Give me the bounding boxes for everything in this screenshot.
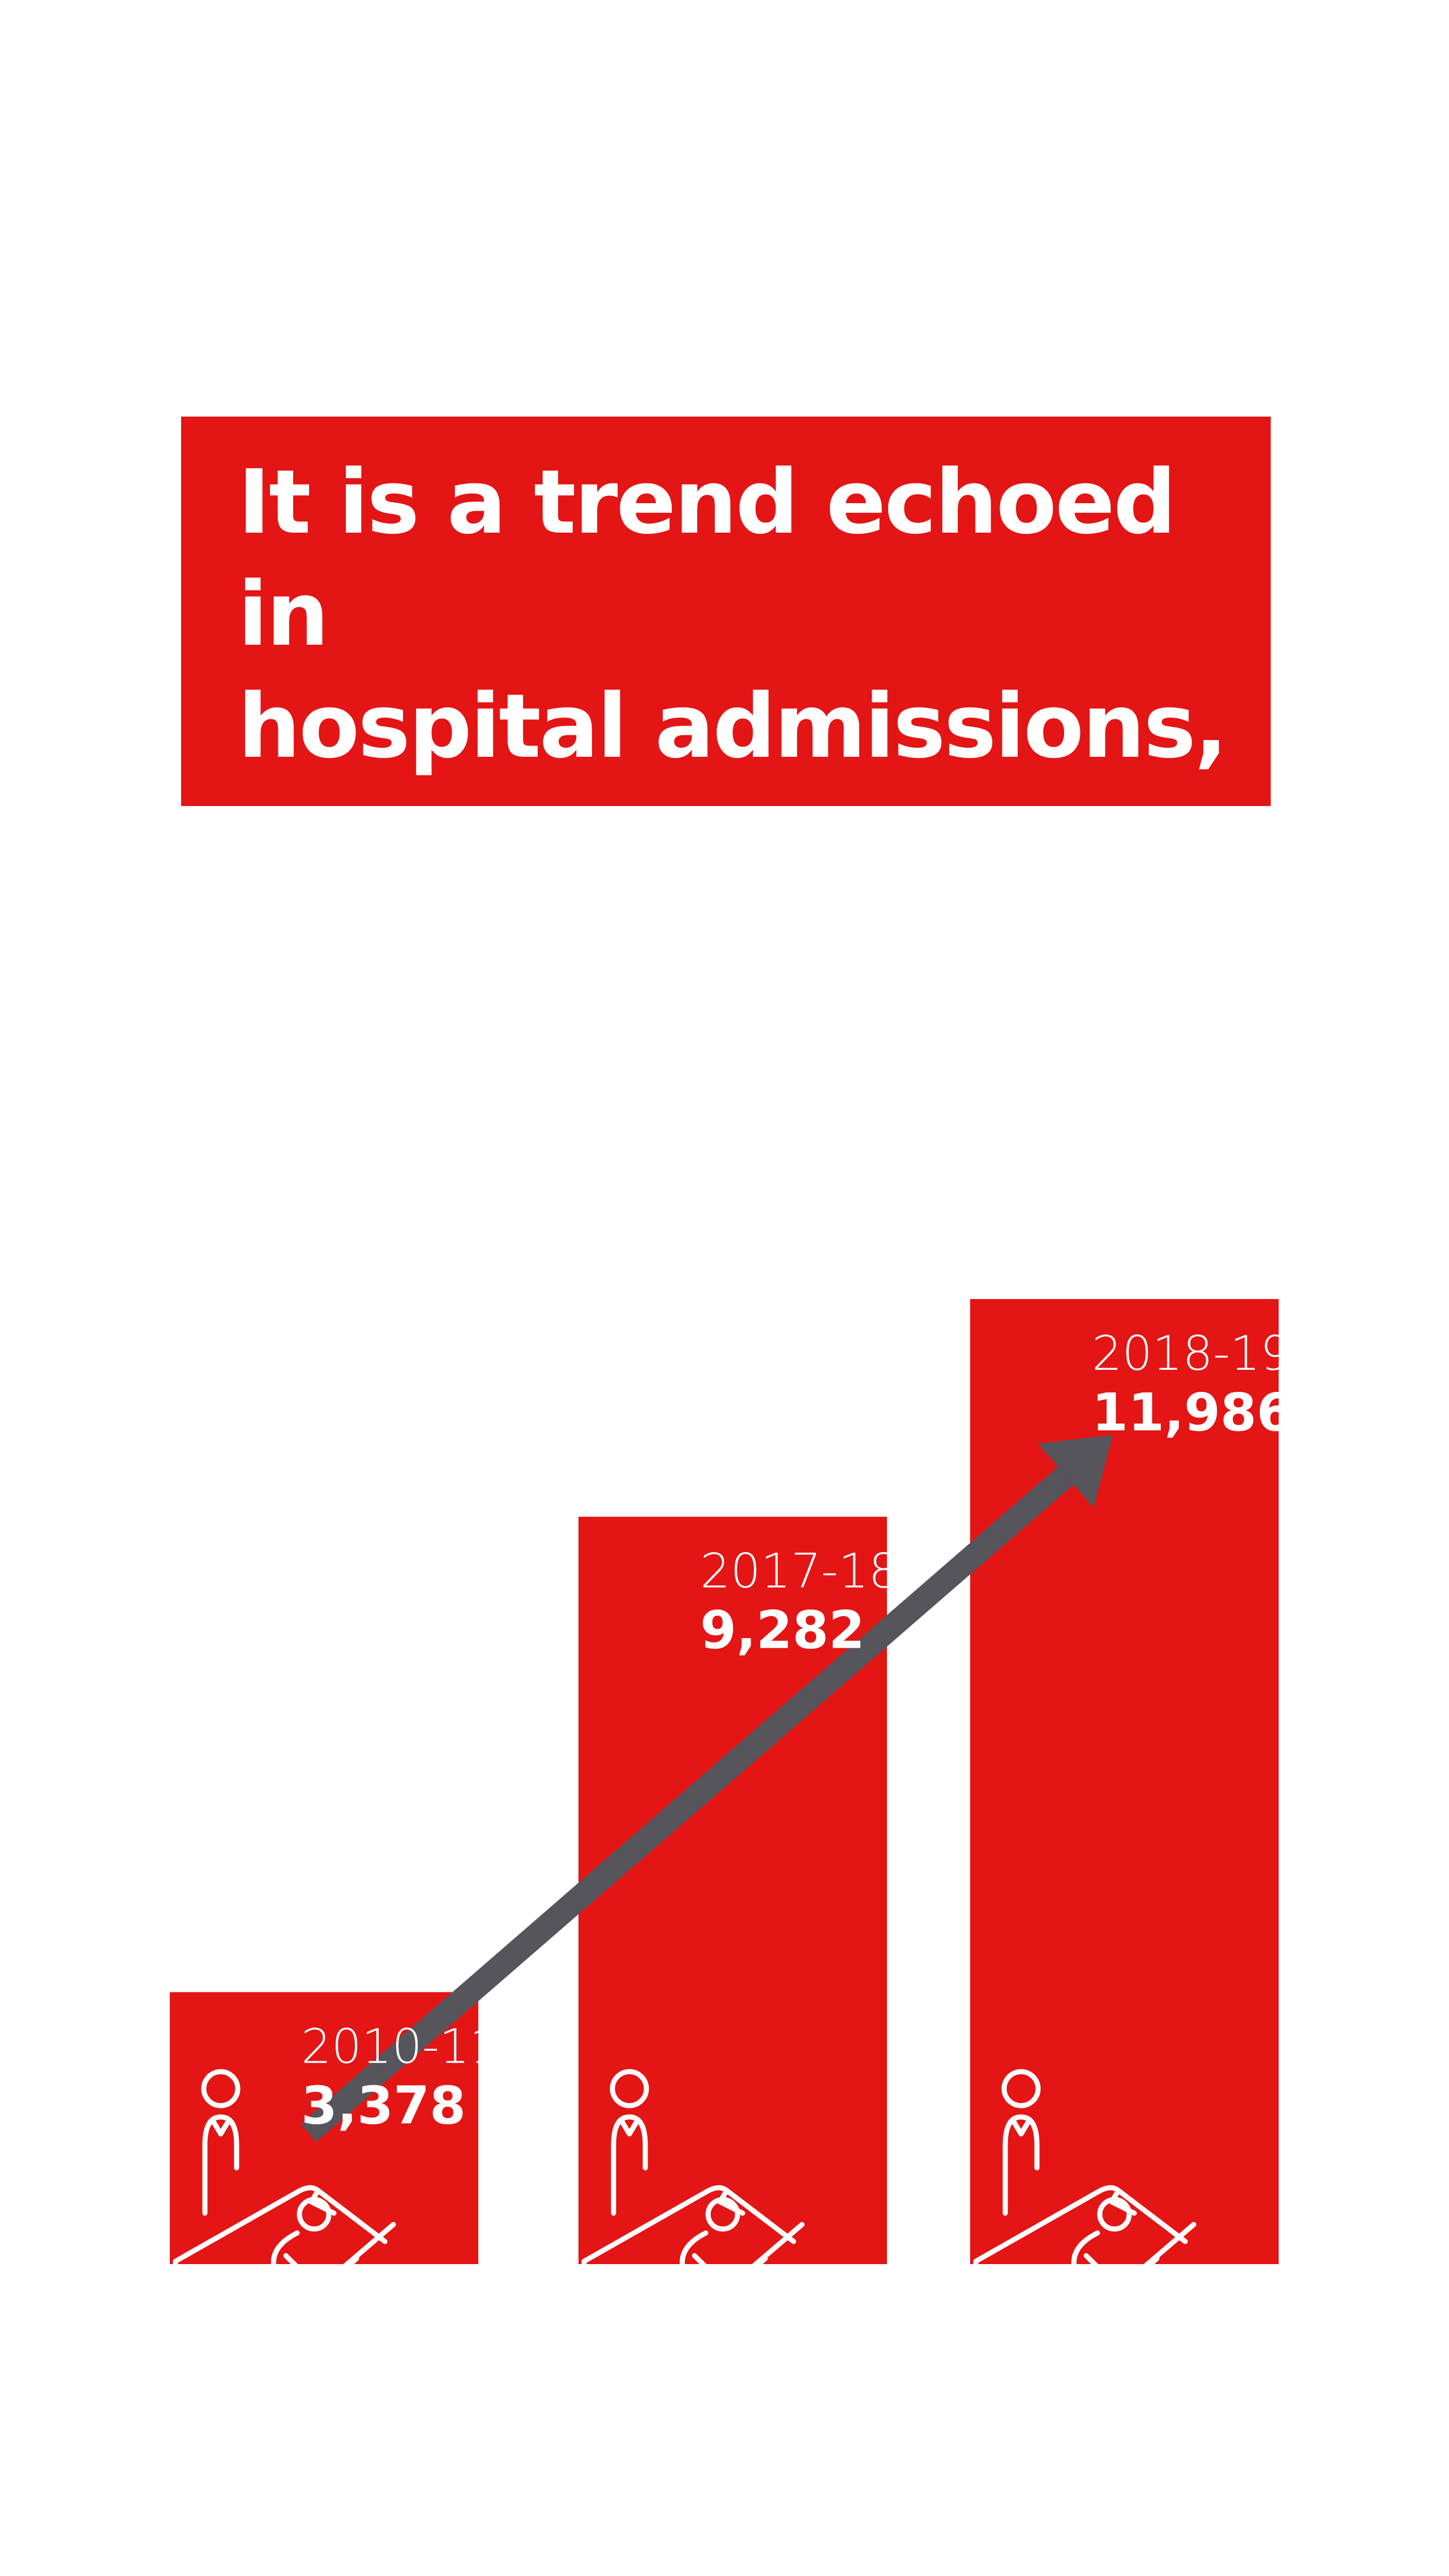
headline-box: It is a trend echoed in hospital admissi… [181,417,1271,890]
trend-arrow-head [1038,1435,1113,1508]
headline-text: It is a trend echoed in hospital admissi… [238,451,1228,890]
value-label: 9,282 [700,1600,865,1661]
category-label: 2018-19 [1092,1326,1291,1381]
trend-arrow-shaft [301,1467,1074,2142]
category-label: 2010-11 [301,2018,500,2074]
value-label: 3,378 [301,2075,466,2136]
bar-2017-18 [578,1516,887,2264]
value-label: 11,986 [1092,1382,1293,1443]
category-label: 2017-18 [700,1544,899,1599]
